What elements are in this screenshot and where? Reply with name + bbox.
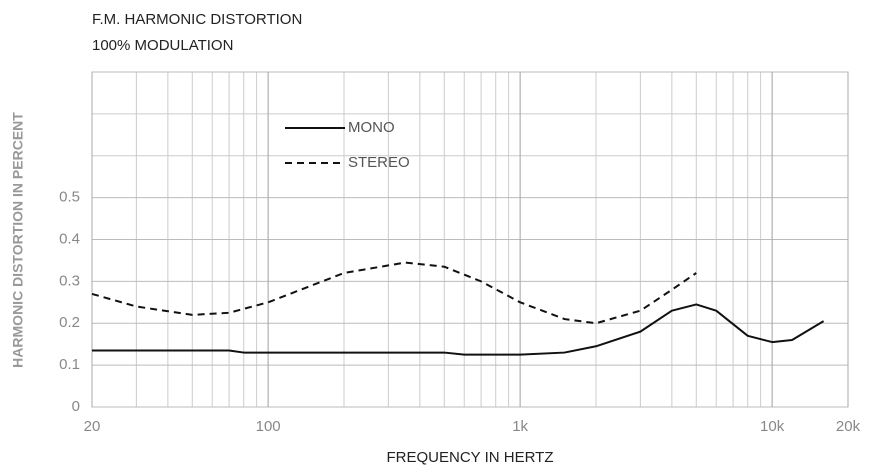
y-tick-label: 0.1 [59,356,80,373]
y-tick-label: 0.3 [59,272,80,289]
y-tick-label: 0.5 [59,189,80,206]
x-tick-label: 10k [760,418,785,435]
y-tick-label: 0.4 [59,230,80,247]
y-axis-label: HARMONIC DISTORTION IN PERCENT [10,112,26,368]
y-tick-label: 0 [72,398,80,415]
x-tick-label: 100 [256,418,281,435]
chart-title: F.M. HARMONIC DISTORTION [92,11,302,28]
data-line [92,303,825,356]
legend-label: MONO [348,119,395,136]
x-tick-label: 20 [84,418,101,435]
legend-label: STEREO [348,154,410,171]
data-line [91,261,697,325]
x-axis-label: FREQUENCY IN HERTZ [387,449,554,466]
x-tick-label: 20k [836,418,861,435]
x-tick-label: 1k [512,418,528,435]
chart-subtitle: 100% MODULATION [92,37,233,54]
y-tick-label: 0.2 [59,314,80,331]
